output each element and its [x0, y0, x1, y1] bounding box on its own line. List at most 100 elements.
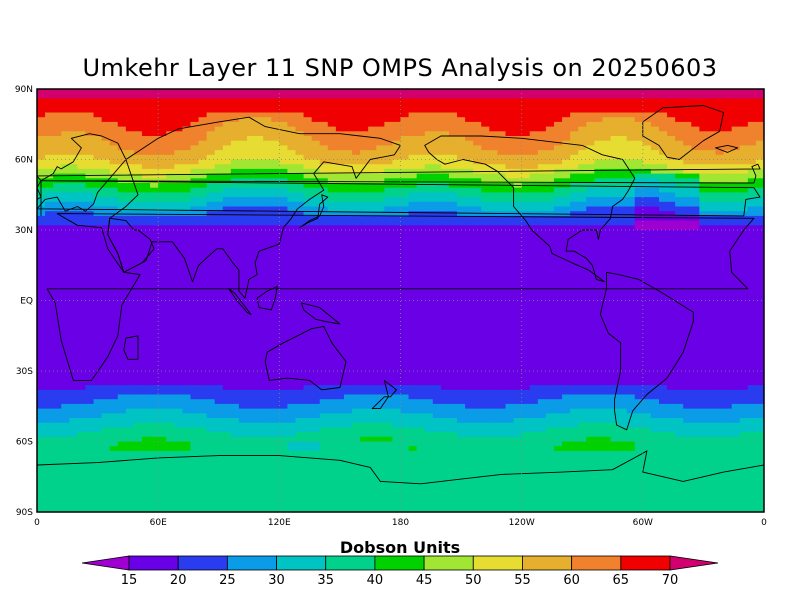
field-cell: [360, 89, 369, 95]
field-cell: [214, 150, 224, 156]
field-cell: [214, 197, 224, 203]
field-cell: [230, 356, 240, 363]
field-cell: [222, 375, 232, 381]
field-cell: [222, 469, 232, 475]
field-cell: [109, 385, 119, 391]
field-cell: [125, 371, 135, 377]
field-cell: [457, 211, 466, 217]
field-cell: [287, 483, 297, 490]
field-cell: [247, 117, 256, 123]
field-cell: [77, 441, 87, 447]
field-cell: [190, 408, 200, 414]
field-cell: [279, 272, 289, 278]
field-cell: [465, 371, 474, 377]
field-cell: [327, 450, 337, 457]
field-cell: [392, 309, 402, 316]
field-cell: [101, 291, 111, 297]
field-cell: [214, 230, 224, 236]
field-cell: [198, 281, 208, 287]
field-cell: [174, 493, 183, 499]
field-cell: [214, 277, 224, 283]
field-cell: [408, 455, 418, 461]
field-cell: [125, 497, 135, 504]
field-cell: [61, 154, 70, 161]
field-cell: [263, 300, 272, 306]
field-cell: [190, 314, 200, 320]
field-cell: [77, 107, 87, 114]
field-cell: [109, 103, 119, 109]
field-cell: [93, 408, 103, 414]
field-cell: [85, 413, 95, 419]
field-cell: [408, 474, 418, 480]
field-cell: [61, 239, 70, 245]
field-cell: [142, 159, 151, 165]
field-cell: [142, 140, 151, 146]
field-cell: [117, 352, 127, 358]
field-cell: [311, 248, 321, 255]
field-cell: [400, 234, 410, 240]
field-cell: [93, 107, 103, 114]
field-cell: [158, 107, 167, 114]
field-cell: [37, 281, 46, 287]
field-cell: [473, 112, 482, 118]
field-cell: [222, 295, 232, 302]
field-cell: [85, 103, 95, 109]
field-cell: [432, 300, 442, 306]
field-cell: [158, 253, 167, 259]
field-cell: [37, 262, 46, 269]
field-cell: [182, 441, 192, 447]
field-cell: [182, 385, 192, 391]
field-cell: [182, 338, 192, 344]
field-cell: [311, 211, 321, 217]
field-cell: [158, 300, 167, 306]
field-cell: [174, 239, 183, 245]
field-cell: [85, 154, 95, 161]
field-cell: [360, 239, 369, 245]
field-cell: [117, 366, 127, 372]
field-cell: [465, 112, 474, 118]
field-cell: [360, 253, 369, 259]
field-cell: [263, 206, 272, 212]
field-cell: [457, 107, 466, 114]
field-cell: [85, 295, 95, 302]
field-cell: [101, 328, 111, 334]
field-cell: [368, 89, 377, 95]
field-cell: [69, 295, 78, 302]
field-cell: [206, 465, 216, 471]
field-cell: [222, 187, 232, 193]
field-cell: [343, 272, 353, 278]
field-cell: [150, 215, 159, 222]
field-cell: [190, 483, 200, 490]
field-cell: [416, 131, 426, 137]
field-cell: [448, 140, 458, 146]
field-cell: [133, 469, 143, 475]
field-cell: [77, 422, 87, 428]
field-cell: [214, 131, 224, 137]
field-cell: [206, 248, 216, 255]
field-cell: [174, 375, 183, 381]
field-cell: [117, 277, 127, 283]
field-cell: [335, 103, 345, 109]
field-cell: [93, 126, 103, 132]
field-cell: [465, 98, 474, 104]
field-cell: [448, 103, 458, 109]
field-cell: [69, 483, 78, 490]
field-cell: [109, 371, 119, 377]
field-cell: [457, 89, 466, 95]
field-cell: [481, 178, 490, 184]
field-cell: [448, 126, 458, 132]
field-cell: [53, 361, 62, 367]
field-cell: [101, 197, 111, 203]
field-cell: [85, 455, 95, 461]
field-cell: [222, 93, 232, 99]
field-cell: [360, 126, 369, 132]
field-cell: [465, 328, 474, 334]
field-cell: [279, 234, 289, 240]
field-cell: [432, 197, 442, 203]
field-cell: [125, 215, 135, 222]
field-cell: [238, 164, 248, 170]
field-cell: [368, 380, 377, 386]
field-cell: [424, 178, 434, 184]
field-cell: [69, 399, 78, 405]
field-cell: [319, 469, 329, 475]
